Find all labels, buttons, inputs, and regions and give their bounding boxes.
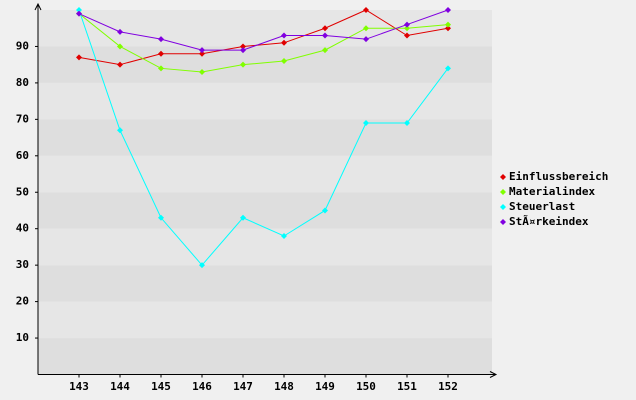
y-tick-label: 80 [16,76,29,89]
data-point [281,232,287,239]
data-point [445,7,451,13]
y-tick-label: 40 [16,222,29,235]
x-tick-label: 152 [438,380,458,393]
data-point [158,50,164,57]
data-point [117,28,123,35]
data-point [281,32,287,39]
series-line [78,9,449,66]
grid-band [38,119,492,156]
grid-band [38,82,492,120]
grid-band [38,155,492,193]
data-point [404,21,410,28]
data-point [363,36,369,43]
x-tick-label: 144 [110,380,130,393]
x-tick-label: 151 [397,380,417,393]
y-tick-label: 30 [16,258,29,271]
data-point [240,214,246,221]
grid-band [38,10,492,47]
data-point [117,43,123,50]
data-point [445,65,451,72]
data-point [445,21,451,28]
data-point [76,54,82,61]
x-tick-label: 150 [356,380,376,393]
data-point [281,58,287,65]
data-point [117,61,123,68]
x-tick-label: 147 [233,380,253,393]
data-point [404,25,410,32]
legend-marker [500,189,506,195]
data-point [322,32,328,39]
series-line [78,9,449,51]
legend-marker [500,204,506,210]
x-tick-label: 148 [274,380,294,393]
y-axis-arrow [34,2,42,11]
legend-marker [500,174,506,180]
series-line [78,13,449,73]
grid-band [38,265,492,302]
x-tick-label: 149 [315,380,335,393]
x-axis-arrow [489,371,498,378]
data-point [322,25,328,32]
data-point [76,10,82,17]
data-point [322,47,328,54]
y-tick-label: 50 [16,185,29,198]
data-point [322,207,328,214]
grid-band [38,338,492,375]
data-point [158,65,164,72]
legend-label: Materialindex [509,185,595,198]
data-point [404,119,410,126]
data-point [363,25,369,32]
data-point [199,50,205,57]
data-point [76,7,82,13]
data-point [199,47,205,54]
data-point [240,43,246,50]
y-tick-label: 10 [16,331,29,344]
legend-label: StÃ¤rkeindex [509,215,589,228]
data-point [117,127,123,134]
data-point [404,32,410,39]
series-line [78,9,449,266]
data-point [199,68,205,75]
grid-band [38,46,492,83]
data-point [281,39,287,46]
data-point [240,61,246,68]
grid-band [38,228,492,266]
y-tick-label: 90 [16,39,29,52]
data-point [240,47,246,54]
x-tick-label: 143 [69,380,89,393]
legend-label: Steuerlast [509,200,575,213]
data-point [363,119,369,126]
legend-marker [500,219,506,225]
grid-band [38,301,492,339]
x-tick-label: 146 [192,380,212,393]
y-tick-label: 70 [16,112,29,125]
data-point [363,7,369,13]
data-point [445,25,451,32]
data-point [158,36,164,43]
data-point [158,214,164,221]
y-tick-label: 60 [16,149,29,162]
grid-band [38,192,492,229]
x-tick-label: 145 [151,380,171,393]
data-point [199,262,205,269]
legend-label: Einflussbereich [509,170,608,183]
y-tick-label: 20 [16,295,29,308]
